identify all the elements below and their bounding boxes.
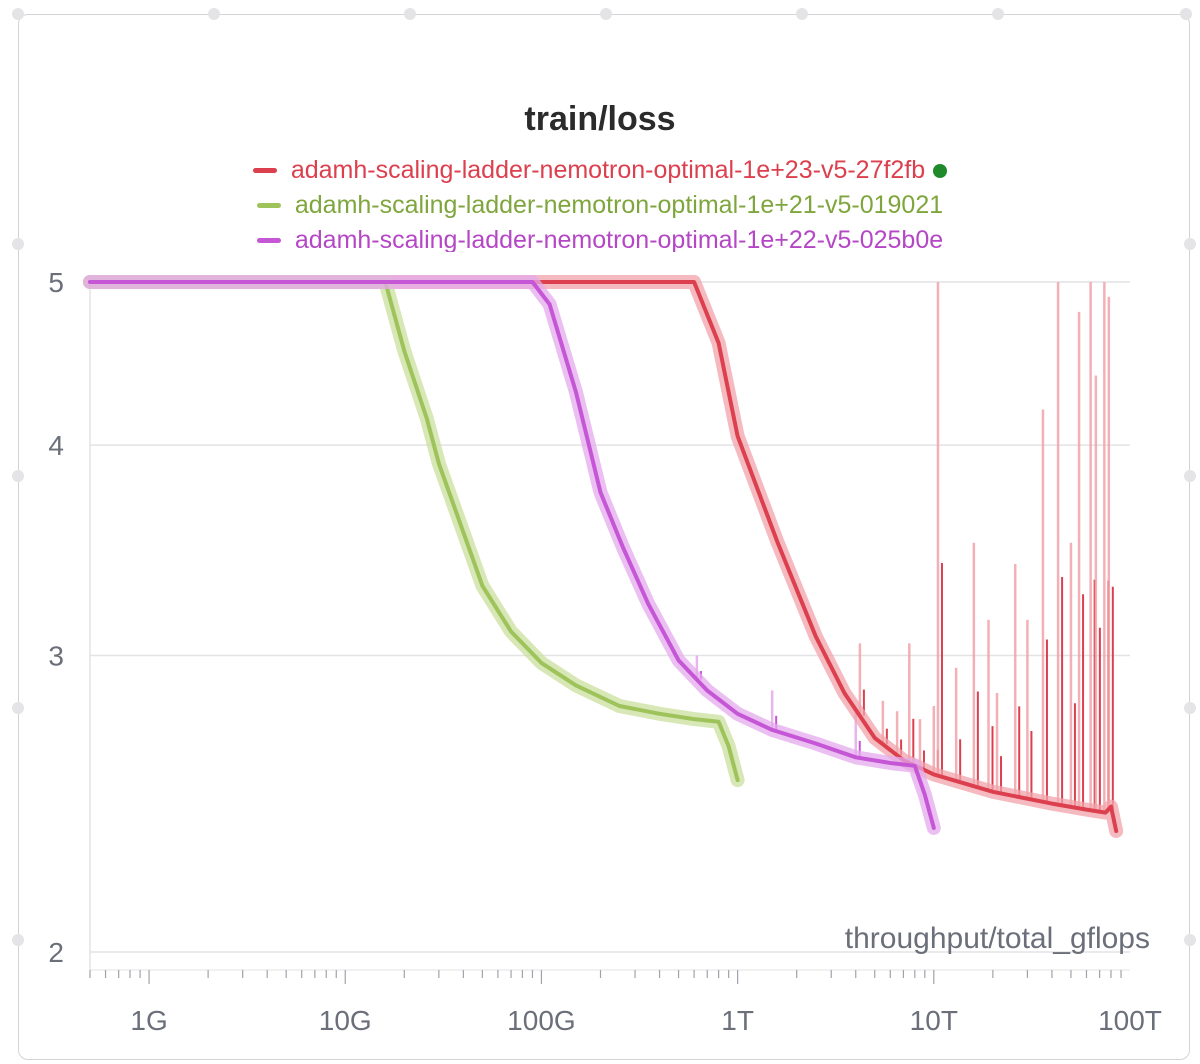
resize-handle[interactable]	[12, 470, 24, 482]
series-line-1	[88, 280, 1119, 833]
y-tick-label: 3	[48, 641, 64, 672]
y-tick-label: 2	[48, 937, 64, 968]
chart-title: train/loss	[524, 100, 676, 138]
resize-handle[interactable]	[796, 8, 808, 20]
resize-handle[interactable]	[1184, 470, 1196, 482]
resize-handle[interactable]	[12, 238, 24, 250]
series-line-3	[88, 280, 936, 830]
resize-handle[interactable]	[12, 8, 24, 20]
legend-swatch	[256, 203, 281, 208]
series-band-2	[83, 275, 745, 788]
x-tick-label: 100G	[507, 1005, 576, 1036]
series-band-1	[83, 275, 1124, 838]
legend-swatch	[252, 168, 277, 173]
resize-handle[interactable]	[1184, 238, 1196, 250]
legend-label: adamh-scaling-ladder-nemotron-optimal-1e…	[290, 156, 926, 184]
legend-item[interactable]: adamh-scaling-ladder-nemotron-optimal-1e…	[0, 226, 1200, 252]
y-tick-label: 4	[48, 430, 64, 461]
chart-panel	[18, 14, 1190, 1060]
resize-handle[interactable]	[1184, 702, 1196, 714]
x-axis-title: throughput/total_gflops	[845, 922, 1150, 955]
resize-handle[interactable]	[12, 702, 24, 714]
resize-handle[interactable]	[1180, 8, 1192, 20]
x-tick-label: 100T	[1098, 1005, 1162, 1036]
legend-item[interactable]: adamh-scaling-ladder-nemotron-optimal-1e…	[0, 191, 1200, 225]
resize-handle[interactable]	[12, 934, 24, 946]
resize-handle[interactable]	[404, 8, 416, 20]
x-tick-label: 1T	[721, 1005, 754, 1036]
legend-label: adamh-scaling-ladder-nemotron-optimal-1e…	[294, 191, 944, 219]
running-status-dot-icon	[933, 163, 948, 178]
resize-handle[interactable]	[600, 8, 612, 20]
resize-handle[interactable]	[208, 8, 220, 20]
x-tick-label: 10G	[319, 1005, 372, 1036]
legend-swatch	[256, 238, 281, 243]
legend-label: adamh-scaling-ladder-nemotron-optimal-1e…	[294, 226, 944, 252]
legend-item[interactable]: adamh-scaling-ladder-nemotron-optimal-1e…	[0, 156, 1200, 190]
x-tick-label: 10T	[910, 1005, 958, 1036]
series-line-2	[88, 280, 740, 783]
resize-handle[interactable]	[1184, 934, 1196, 946]
resize-handle[interactable]	[992, 8, 1004, 20]
series-band-3	[83, 275, 941, 835]
x-tick-label: 1G	[130, 1005, 167, 1036]
y-tick-label: 5	[48, 267, 64, 298]
